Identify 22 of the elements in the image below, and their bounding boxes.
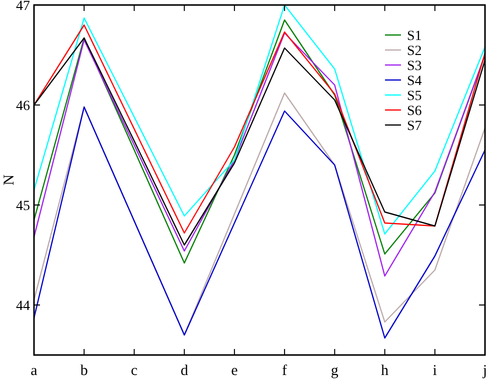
x-tick-label: i <box>432 363 437 379</box>
x-tick-label: j <box>482 363 488 379</box>
x-tick-label: d <box>180 363 189 379</box>
x-tick-label: e <box>231 363 238 379</box>
legend-label: S1 <box>407 28 422 44</box>
legend-label: S4 <box>407 74 422 89</box>
legend-label: S5 <box>407 88 422 104</box>
y-tick-label: 46 <box>16 98 30 114</box>
y-tick-label: 45 <box>16 198 30 214</box>
x-tick-label: b <box>80 363 88 379</box>
x-tick-label: h <box>381 363 390 379</box>
x-tick-label: f <box>282 363 288 379</box>
legend-label: S6 <box>407 104 422 119</box>
x-tick-label: g <box>330 363 339 379</box>
y-axis-title: N <box>1 174 18 186</box>
legend-label: S7 <box>407 118 422 134</box>
x-tick-label: c <box>130 363 138 379</box>
legend-label: S2 <box>407 44 422 59</box>
x-tick-label: a <box>30 363 38 379</box>
legend-label: S3 <box>407 58 422 74</box>
y-tick-label: 44 <box>16 298 30 314</box>
y-tick-label: 47 <box>16 0 30 14</box>
